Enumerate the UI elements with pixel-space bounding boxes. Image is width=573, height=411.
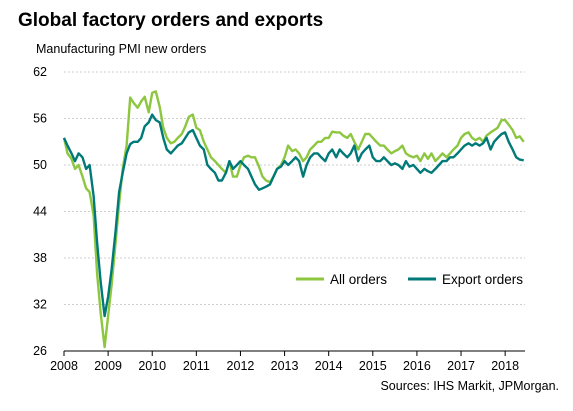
y-axis-ticks: 26 32 38 44 50 56 62: [33, 65, 47, 358]
chart-subtitle: Manufacturing PMI new orders: [36, 42, 207, 56]
x-tick-label: 2011: [183, 359, 210, 373]
y-tick-label: 62: [33, 65, 47, 79]
x-tick-label: 2012: [227, 359, 255, 373]
y-tick-label: 38: [33, 251, 47, 265]
legend-label: Export orders: [442, 272, 523, 287]
x-tick-label: 2010: [138, 359, 166, 373]
x-tick-label: 2014: [315, 359, 343, 373]
x-tick-label: 2009: [94, 359, 122, 373]
series-line-export-orders: [62, 113, 524, 318]
chart-title: Global factory orders and exports: [18, 10, 324, 31]
x-tick-label: 2008: [50, 359, 78, 373]
y-tick-label: 50: [33, 158, 47, 172]
y-tick-label: 44: [33, 205, 47, 219]
legend: All orders Export orders: [296, 272, 523, 287]
x-tick-label: 2013: [271, 359, 299, 373]
x-tick-label: 2015: [359, 359, 387, 373]
x-tick-label: 2017: [447, 359, 475, 373]
x-tick-label: 2016: [403, 359, 431, 373]
series-lines: [62, 90, 525, 349]
legend-label: All orders: [330, 272, 387, 287]
source-note: Sources: IHS Markit, JPMorgan.: [380, 379, 559, 393]
y-tick-label: 56: [33, 112, 47, 126]
x-tick-label: 2018: [491, 359, 519, 373]
x-axis: 2008 2009 2010 2011 2012 2013 2014 2015 2016 2017…: [50, 350, 525, 373]
gridlines: [64, 71, 525, 305]
series-line-all-orders: [62, 90, 525, 349]
y-tick-label: 32: [33, 298, 47, 312]
y-tick-label: 26: [33, 344, 47, 358]
